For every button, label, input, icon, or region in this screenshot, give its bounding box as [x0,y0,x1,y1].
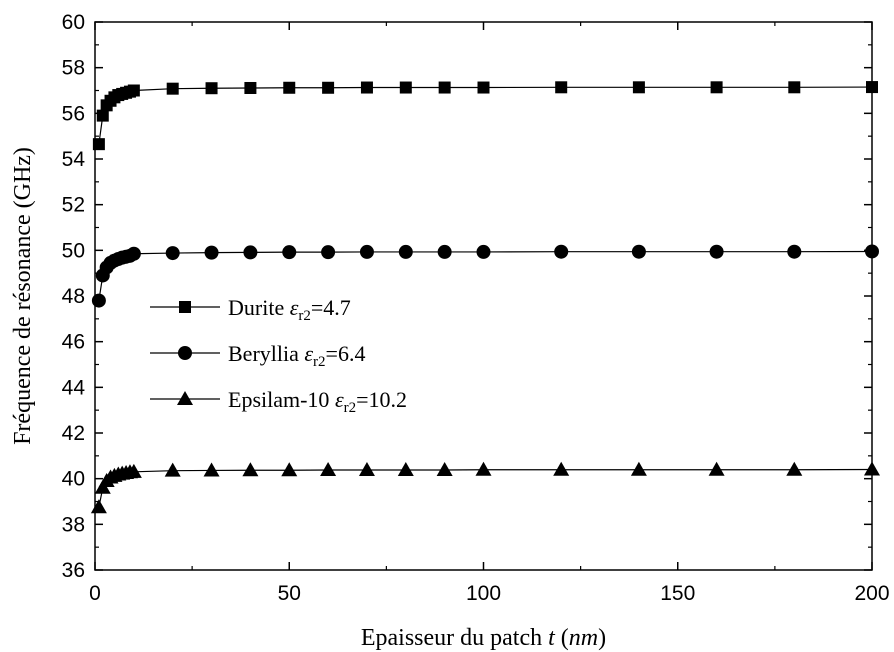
series-circle [91,244,879,308]
data-point [360,81,373,94]
data-point [436,461,453,476]
data-point [90,499,107,514]
data-point [359,244,374,259]
data-point [631,244,646,259]
data-point [398,244,413,259]
y-tick-label: 52 [62,194,85,217]
data-point [91,293,106,308]
legend-item: Durite εr2=4.7 [150,295,351,324]
data-point [786,461,803,476]
x-axis-title: Epaisseur du patch t (nm) [361,625,606,651]
y-tick-label: 40 [62,468,85,491]
data-point [710,81,723,94]
data-point [204,245,219,260]
data-point [708,461,725,476]
data-point [205,82,218,95]
data-point [322,81,335,94]
data-point [630,461,647,476]
data-point [865,244,879,259]
tick-labels: 0 50 100 150 200 36 38 40 42 44 46 48 50 52 54 56 58 60 [62,11,890,605]
data-point [92,138,105,151]
data-point [125,463,142,478]
data-point [96,109,109,122]
y-tick-label: 50 [62,239,85,262]
y-tick-label: 60 [62,11,85,34]
data-point [126,246,141,261]
y-tick-label: 48 [62,285,85,308]
data-point [244,81,257,94]
data-point [554,244,569,259]
data-point [476,244,491,259]
data-point [321,245,336,260]
data-point [281,462,298,477]
legend-label: Beryllia εr2=6.4 [228,341,365,370]
series-group [90,81,880,514]
y-tick-label: 44 [62,376,86,399]
legend-marker [179,301,191,313]
data-point [283,81,296,94]
y-tick-label: 42 [62,422,85,445]
legend-item: Beryllia εr2=6.4 [150,341,365,370]
data-point [358,461,375,476]
y-tick-label: 36 [62,559,85,582]
data-point [203,462,220,477]
series-triangle [90,461,880,514]
y-axis-title: Fréquence de résonance (GHz) [10,147,36,445]
y-tick-label: 56 [62,102,85,125]
legend-marker [177,391,193,405]
data-point [555,81,568,94]
series-square [92,81,878,151]
series-line [98,250,873,301]
data-point [164,462,181,477]
legend-item: Epsilam-10 εr2=10.2 [150,387,407,416]
data-point [709,244,724,259]
x-tick-label: 100 [466,582,501,605]
series-line [98,86,873,145]
data-point [553,461,570,476]
data-point [282,245,297,260]
x-tick-label: 150 [660,582,695,605]
y-tick-label: 58 [62,57,85,80]
data-point [399,81,412,94]
y-tick-label: 46 [62,331,85,354]
x-tick-label: 200 [854,582,889,605]
data-point [864,461,880,476]
y-tick-label: 54 [62,148,86,171]
x-tick-label: 50 [278,582,301,605]
data-point [243,245,258,260]
axis-ticks [94,21,873,571]
data-point [242,462,259,477]
legend: Durite εr2=4.7 Beryllia εr2=6.4 Epsilam-10… [150,295,407,416]
legend-label: Durite εr2=4.7 [228,295,351,324]
data-point [438,81,451,94]
data-point [165,246,180,261]
data-point [397,461,414,476]
x-tick-label: 0 [89,582,101,605]
y-tick-label: 38 [62,513,85,536]
data-point [866,81,878,94]
data-point [127,84,140,97]
legend-label: Epsilam-10 εr2=10.2 [228,387,407,416]
data-point [320,461,337,476]
data-point [788,81,801,94]
data-point [477,81,490,94]
data-point [437,244,452,259]
data-point [475,461,492,476]
data-point [787,244,802,259]
legend-marker [178,346,192,360]
data-point [166,82,179,95]
plot-frame [94,21,873,571]
data-point [632,81,645,94]
